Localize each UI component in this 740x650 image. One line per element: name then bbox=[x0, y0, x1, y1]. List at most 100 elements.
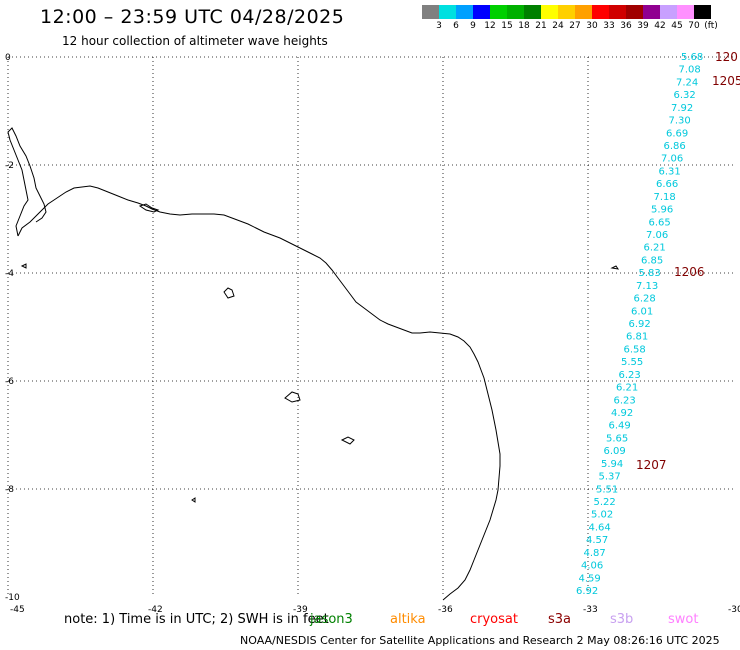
y-tick-label: -2 bbox=[5, 161, 14, 171]
wave-height-value: 7.24 bbox=[676, 77, 698, 88]
wave-height-value: 6.69 bbox=[666, 128, 688, 139]
legend-item-jason3: jason3 bbox=[310, 612, 353, 627]
wave-height-value: 6.21 bbox=[644, 243, 666, 254]
legend-item-s3a: s3a bbox=[548, 612, 572, 627]
legend-item-s3b: s3b bbox=[610, 612, 634, 627]
wave-height-value: 6.66 bbox=[656, 179, 678, 190]
island-outline bbox=[223, 287, 235, 299]
color-scale-label: 18 bbox=[518, 21, 530, 31]
wave-height-value: 5.65 bbox=[606, 433, 628, 444]
coastline-mainland bbox=[17, 185, 501, 601]
x-tick-label: -33 bbox=[583, 605, 598, 615]
y-tick-label: -10 bbox=[5, 593, 20, 603]
wave-height-value: 6.85 bbox=[641, 255, 663, 266]
pass-time-label: 1206 bbox=[674, 265, 705, 279]
footer-credit: NOAA/NESDIS Center for Satellite Applica… bbox=[240, 634, 720, 647]
color-scale-label: 24 bbox=[552, 21, 564, 31]
color-scale-label: 6 bbox=[453, 21, 459, 31]
wave-height-value: 6.23 bbox=[619, 370, 641, 381]
wave-height-value: 6.65 bbox=[649, 217, 671, 228]
y-tick-label: 0 bbox=[5, 53, 11, 63]
legend-item-cryosat: cryosat bbox=[470, 612, 518, 627]
color-swatch bbox=[626, 5, 643, 19]
wave-height-value: 6.86 bbox=[664, 141, 686, 152]
wave-height-value: 5.22 bbox=[594, 497, 616, 508]
wave-height-value: 7.06 bbox=[661, 154, 683, 165]
units-note: note: 1) Time is in UTC; 2) SWH is in fe… bbox=[64, 612, 329, 627]
axis-ticks: -45 -42 -39 -36 -33 -30 0 -2 -4 -6 -8 -10 bbox=[5, 53, 740, 615]
color-swatch bbox=[456, 5, 473, 19]
y-tick-label: -4 bbox=[5, 269, 14, 279]
y-tick-label: -6 bbox=[5, 377, 14, 387]
color-swatch bbox=[677, 5, 694, 19]
wave-height-value: 4.92 bbox=[611, 408, 633, 419]
pass-time-label: 1207 bbox=[636, 458, 667, 472]
x-tick-label: -36 bbox=[438, 605, 453, 615]
color-swatch bbox=[575, 5, 592, 19]
color-swatch bbox=[473, 5, 490, 19]
legend-item-swot: swot bbox=[668, 612, 699, 627]
wave-height-value: 4.59 bbox=[579, 573, 601, 584]
wave-height-value: 6.09 bbox=[604, 446, 626, 457]
coastline-bay bbox=[7, 127, 47, 237]
wave-height-value: 7.13 bbox=[636, 281, 658, 292]
wave-height-value: 5.68 bbox=[681, 52, 703, 63]
color-scale-label: 27 bbox=[569, 21, 581, 31]
color-swatch bbox=[643, 5, 660, 19]
pass-time-labels: 120 1205 1206 1207 bbox=[636, 50, 740, 472]
wave-height-value: 5.51 bbox=[596, 484, 618, 495]
color-scale-label: 42 bbox=[654, 21, 666, 31]
color-swatch bbox=[558, 5, 575, 19]
wave-height-value: 6.92 bbox=[629, 319, 651, 330]
island-outline bbox=[340, 436, 355, 445]
wave-height-value: 7.92 bbox=[671, 103, 693, 114]
wave-height-value: 4.64 bbox=[589, 522, 611, 533]
island-outline bbox=[20, 263, 27, 269]
wave-height-value: 6.32 bbox=[674, 90, 696, 101]
island-outline bbox=[138, 203, 160, 213]
altimeter-track: 5.687.087.246.327.927.306.696.867.066.31… bbox=[576, 52, 703, 597]
color-swatch bbox=[490, 5, 507, 19]
wave-height-value: 6.58 bbox=[624, 344, 646, 355]
wave-height-value: 6.92 bbox=[576, 586, 598, 597]
wave-height-value: 5.02 bbox=[591, 510, 613, 521]
wave-height-value: 7.08 bbox=[679, 65, 701, 76]
color-swatch bbox=[422, 5, 439, 19]
pass-time-label: 1205 bbox=[712, 74, 740, 88]
legend-item-altika: altika bbox=[390, 612, 426, 627]
island-outline bbox=[610, 265, 620, 270]
color-swatch bbox=[439, 5, 456, 19]
map-subtitle: 12 hour collection of altimeter wave hei… bbox=[62, 34, 328, 48]
wave-height-value: 5.96 bbox=[651, 205, 673, 216]
map-title: 12:00 – 23:59 UTC 04/28/2025 bbox=[40, 6, 345, 28]
coastline bbox=[7, 127, 620, 601]
wave-height-value: 6.81 bbox=[626, 332, 648, 343]
wave-height-value: 4.87 bbox=[584, 548, 606, 559]
wave-height-value: 5.55 bbox=[621, 357, 643, 368]
wave-height-value: 6.28 bbox=[634, 294, 656, 305]
color-scale-label: 3 bbox=[436, 21, 442, 31]
color-scale-label: 9 bbox=[470, 21, 476, 31]
island-outline bbox=[191, 497, 196, 503]
wave-height-value: 7.18 bbox=[654, 192, 676, 203]
color-scale-bar bbox=[422, 5, 711, 19]
wave-height-value: 6.31 bbox=[659, 166, 681, 177]
color-scale-label: 36 bbox=[620, 21, 632, 31]
x-tick-label: -42 bbox=[148, 605, 163, 615]
color-scale-label: 21 bbox=[535, 21, 547, 31]
color-scale-label: (ft) bbox=[704, 21, 718, 31]
color-swatch bbox=[541, 5, 558, 19]
color-scale-label: 39 bbox=[637, 21, 649, 31]
wave-height-value: 7.06 bbox=[646, 230, 668, 241]
color-swatch bbox=[609, 5, 626, 19]
color-swatch bbox=[524, 5, 541, 19]
color-swatch bbox=[660, 5, 677, 19]
color-scale-label: 15 bbox=[501, 21, 513, 31]
pass-time-label: 120 bbox=[715, 50, 738, 64]
wave-height-value: 4.06 bbox=[581, 561, 603, 572]
color-swatch bbox=[592, 5, 609, 19]
wave-height-value: 4.57 bbox=[586, 535, 608, 546]
color-scale-label: 45 bbox=[671, 21, 683, 31]
wave-height-value: 5.37 bbox=[599, 472, 621, 483]
